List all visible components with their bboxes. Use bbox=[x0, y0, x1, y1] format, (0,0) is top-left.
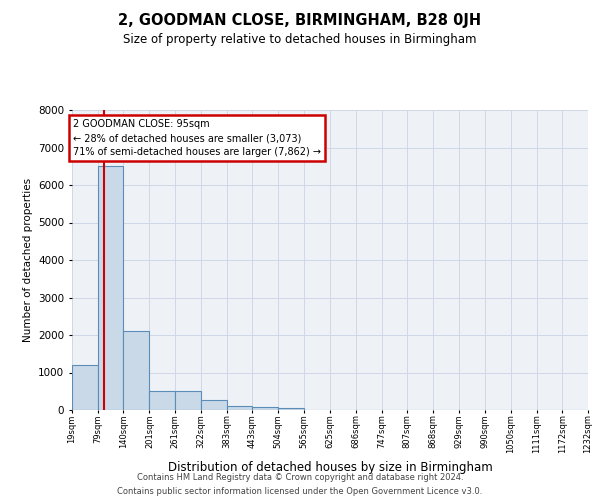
Y-axis label: Number of detached properties: Number of detached properties bbox=[23, 178, 32, 342]
Text: 2, GOODMAN CLOSE, BIRMINGHAM, B28 0JH: 2, GOODMAN CLOSE, BIRMINGHAM, B28 0JH bbox=[118, 12, 482, 28]
Bar bbox=[98, 166, 124, 410]
Bar bbox=[72, 365, 98, 410]
Bar bbox=[253, 407, 278, 410]
Text: Contains public sector information licensed under the Open Government Licence v3: Contains public sector information licen… bbox=[118, 486, 482, 496]
Bar bbox=[124, 331, 149, 410]
X-axis label: Distribution of detached houses by size in Birmingham: Distribution of detached houses by size … bbox=[167, 462, 493, 474]
Bar bbox=[201, 400, 227, 410]
Bar bbox=[149, 391, 175, 410]
Bar bbox=[278, 408, 304, 410]
Bar bbox=[227, 406, 253, 410]
Text: Size of property relative to detached houses in Birmingham: Size of property relative to detached ho… bbox=[123, 32, 477, 46]
Text: Contains HM Land Registry data © Crown copyright and database right 2024.: Contains HM Land Registry data © Crown c… bbox=[137, 473, 463, 482]
Text: 2 GOODMAN CLOSE: 95sqm
← 28% of detached houses are smaller (3,073)
71% of semi-: 2 GOODMAN CLOSE: 95sqm ← 28% of detached… bbox=[73, 120, 321, 158]
Bar bbox=[175, 391, 201, 410]
